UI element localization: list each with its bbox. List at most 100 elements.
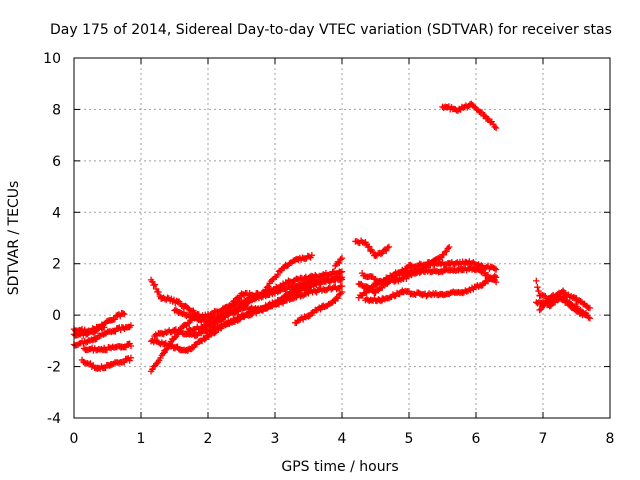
data-point-marker	[171, 334, 178, 341]
data-point-marker	[112, 328, 119, 335]
data-point-marker	[235, 316, 243, 324]
data-point-marker	[338, 288, 346, 296]
data-point-marker	[484, 271, 492, 279]
series-track-20	[439, 100, 500, 132]
series-track-5	[80, 340, 135, 354]
data-point-marker	[338, 254, 346, 262]
data-point-marker	[119, 310, 127, 317]
data-point-marker	[337, 256, 344, 263]
data-point-marker	[366, 243, 373, 250]
data-point-marker	[403, 275, 410, 282]
x-tick-label: 6	[472, 431, 481, 447]
data-point-marker	[384, 244, 391, 251]
series-track-4	[78, 354, 135, 372]
data-point-marker	[477, 108, 484, 116]
data-point-marker	[491, 123, 498, 131]
data-point-marker	[258, 292, 265, 299]
series-track-12	[184, 277, 319, 335]
y-tick-label: -4	[47, 411, 61, 427]
series-track-15	[352, 237, 393, 260]
data-point-marker	[180, 309, 188, 316]
data-point-marker	[546, 303, 553, 310]
data-point-marker	[111, 316, 119, 323]
data-point-marker	[385, 243, 393, 251]
data-point-marker	[338, 274, 346, 281]
data-point-marker	[492, 266, 500, 273]
y-tick-label: 2	[52, 257, 61, 273]
data-point-marker	[492, 274, 500, 281]
data-point-marker	[159, 350, 167, 357]
data-point-marker	[126, 357, 133, 364]
data-point-marker	[227, 303, 234, 311]
data-point-marker	[265, 283, 272, 290]
series-track-11	[198, 252, 316, 325]
data-point-marker	[149, 366, 156, 373]
data-point-marker	[231, 298, 238, 306]
x-tick-label: 5	[405, 431, 414, 447]
data-point-marker	[533, 277, 540, 285]
data-point-marker	[261, 289, 268, 296]
data-point-marker	[169, 341, 176, 349]
data-point-marker	[365, 287, 373, 294]
chart-title: Day 175 of 2014, Sidereal Day-to-day VTE…	[50, 22, 612, 38]
data-point-marker	[492, 124, 500, 132]
y-tick-label: 0	[52, 308, 61, 324]
data-point-marker	[535, 287, 542, 295]
data-point-marker	[563, 298, 570, 305]
data-point-marker	[544, 298, 551, 306]
data-point-marker	[583, 311, 590, 319]
data-point-marker	[586, 315, 594, 322]
x-tick-label: 2	[204, 431, 213, 447]
data-point-marker	[279, 265, 287, 272]
data-point-marker	[214, 318, 221, 325]
series-track-14	[332, 254, 346, 269]
x-tick-label: 1	[137, 431, 146, 447]
data-point-marker	[121, 310, 128, 318]
data-point-marker	[337, 275, 344, 282]
data-point-marker	[127, 322, 135, 329]
data-point-marker	[484, 115, 491, 122]
y-tick-label: 4	[52, 205, 61, 221]
data-point-marker	[491, 265, 498, 272]
data-point-marker	[121, 359, 128, 366]
data-point-marker	[443, 247, 450, 255]
series-track-13	[291, 288, 346, 327]
y-tick-label: -2	[47, 360, 61, 376]
x-axis-title: GPS time / hours	[281, 459, 398, 475]
x-tick-label: 7	[539, 431, 548, 447]
data-point-marker	[122, 344, 130, 351]
grid	[74, 58, 610, 418]
data-point-marker	[162, 346, 169, 354]
data-point-marker	[263, 284, 271, 291]
data-point-marker	[80, 358, 87, 366]
axis-ticks: 0 1 2 3 4 5 6 7 8 -4 -2 0 2 4 6 8 10	[43, 51, 614, 447]
series-track-3	[70, 323, 108, 339]
data-point-marker	[151, 281, 159, 288]
series-track-23	[536, 291, 590, 319]
data-point-marker	[312, 277, 319, 285]
series-track-18	[362, 272, 500, 305]
data-point-marker	[188, 345, 195, 353]
data-point-marker	[334, 294, 342, 302]
data-point-marker	[201, 336, 208, 343]
data-point-marker	[440, 251, 448, 259]
y-axis-title: SDTVAR / TECUs	[6, 181, 22, 296]
y-tick-label: 6	[52, 154, 61, 170]
data-point-marker	[235, 308, 242, 315]
data-point-marker	[446, 243, 453, 251]
x-tick-label: 0	[70, 431, 79, 447]
data-point-marker	[537, 305, 545, 313]
data-marks	[70, 100, 594, 375]
data-point-marker	[361, 289, 369, 297]
plot-frame	[73, 57, 611, 419]
data-point-marker	[274, 271, 281, 279]
data-point-marker	[308, 252, 316, 259]
x-tick-label: 8	[606, 431, 615, 447]
data-point-marker	[127, 342, 135, 350]
data-point-marker	[338, 282, 346, 290]
data-point-marker	[479, 268, 486, 275]
data-point-marker	[478, 109, 486, 116]
series-track-10	[171, 268, 346, 327]
data-point-marker	[305, 313, 312, 320]
